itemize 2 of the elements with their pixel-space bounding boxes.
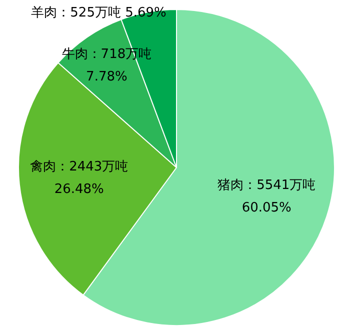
slice-label: 猪肉：5541万吨 60.05% [218, 178, 316, 216]
slice-label: 禽肉：2443万吨 26.48% [30, 159, 128, 197]
